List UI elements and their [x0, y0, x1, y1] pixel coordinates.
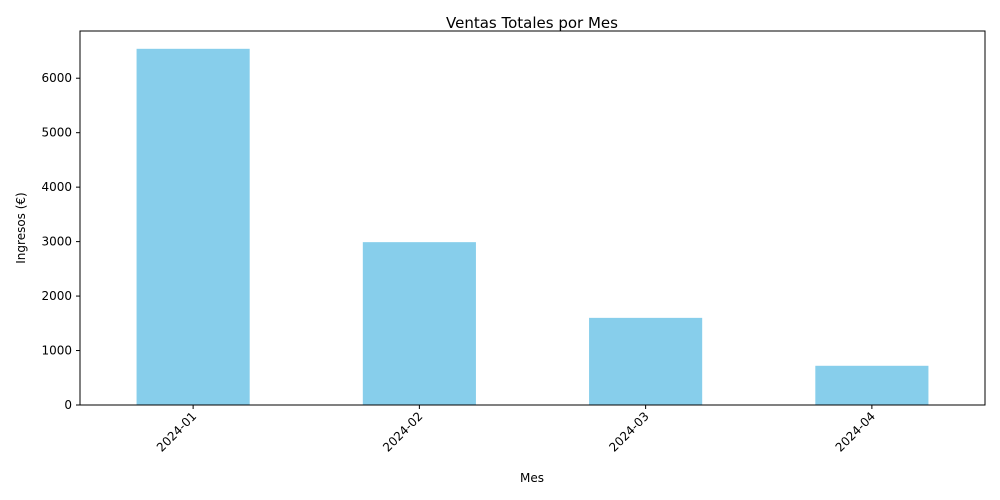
- y-axis-title: Ingresos (€): [14, 192, 28, 263]
- y-tick-label: 5000: [41, 126, 72, 140]
- bar-2024-02: [362, 242, 476, 405]
- bars: [136, 48, 929, 406]
- y-tick-label: 2000: [41, 289, 72, 303]
- x-axis-title: Mes: [520, 471, 544, 485]
- plot-frame: [79, 30, 986, 406]
- x-axis: 2024-01 2024-02 2024-03 2024-04: [154, 405, 878, 455]
- x-tick-label: 2024-01: [154, 409, 199, 454]
- bar-2024-01: [136, 48, 250, 406]
- x-tick-label: 2024-04: [833, 409, 878, 454]
- y-tick-label: 0: [64, 398, 72, 412]
- y-tick-label: 6000: [41, 71, 72, 85]
- y-tick-label: 1000: [41, 344, 72, 358]
- y-tick-label: 4000: [41, 180, 72, 194]
- x-tick-label: 2024-03: [606, 409, 651, 454]
- y-tick-label: 3000: [41, 235, 72, 249]
- y-axis: 0 1000 2000 3000 4000 5000 6000: [41, 71, 80, 412]
- x-tick-label: 2024-02: [380, 409, 425, 454]
- chart-title: Ventas Totales por Mes: [446, 14, 618, 32]
- bar-2024-03: [589, 317, 703, 405]
- bar-2024-04: [815, 365, 929, 405]
